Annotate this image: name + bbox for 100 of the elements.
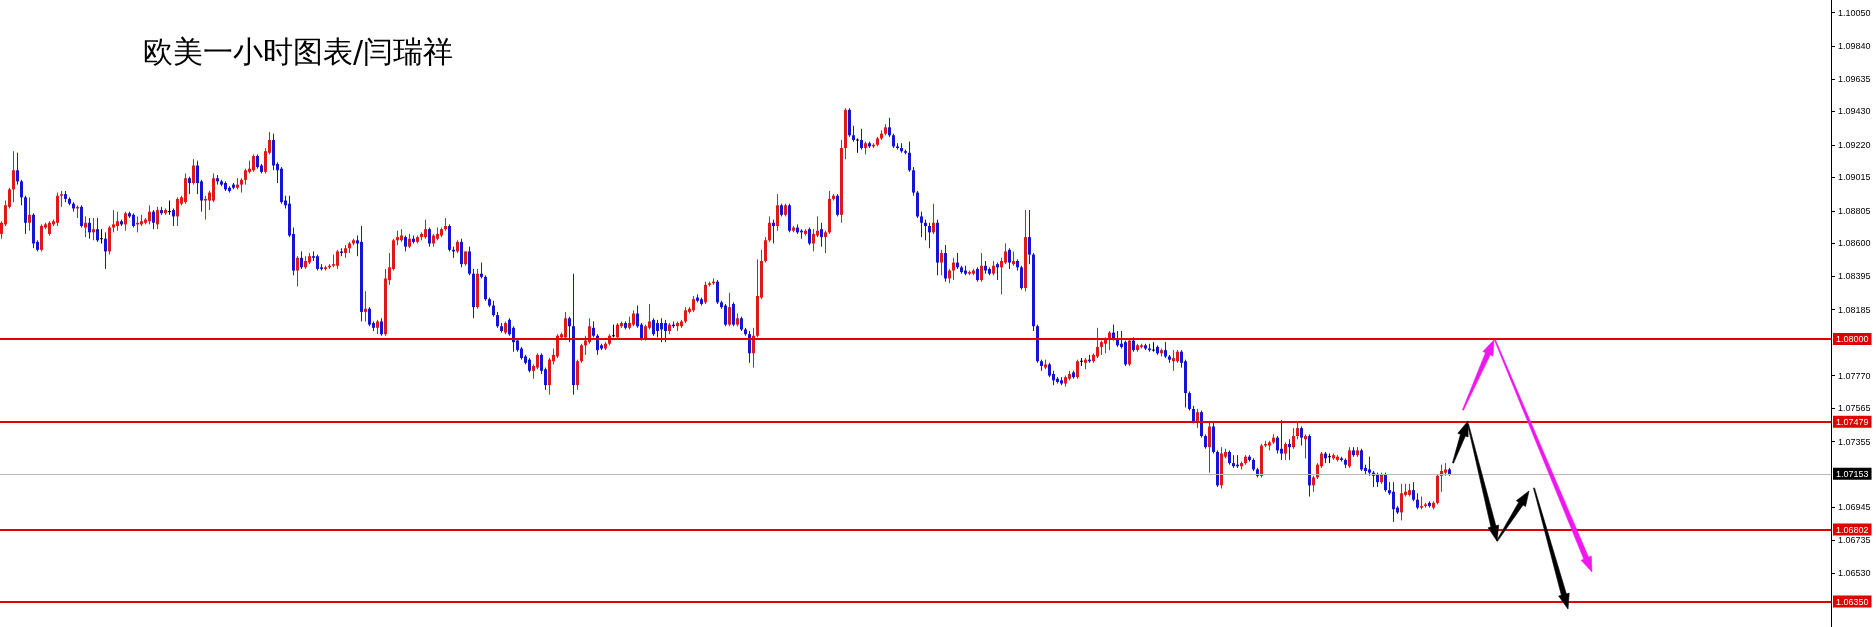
- candlestick: [212, 172, 215, 203]
- ref-line-label: 1.08000: [1836, 333, 1869, 344]
- candlestick: [364, 290, 367, 322]
- candlestick: [1412, 481, 1415, 502]
- candlestick: [148, 204, 151, 225]
- candlestick: [980, 252, 983, 283]
- candlestick: [704, 281, 707, 305]
- candlestick: [448, 223, 451, 252]
- candlestick: [856, 137, 859, 154]
- candlestick: [424, 219, 427, 240]
- candlestick: [860, 128, 863, 151]
- candlestick: [100, 228, 103, 244]
- candlestick: [1384, 472, 1387, 493]
- candlestick: [20, 179, 23, 206]
- candlestick: [156, 206, 159, 230]
- candlestick: [484, 274, 487, 302]
- candlestick: [1392, 481, 1395, 523]
- candlestick: [1008, 247, 1011, 270]
- candlestick: [92, 217, 95, 241]
- candlestick: [824, 230, 827, 254]
- candlestick: [1004, 242, 1007, 265]
- candlestick: [768, 215, 771, 243]
- y-tick-label: 1.09635: [1838, 73, 1871, 84]
- candlestick: [12, 150, 15, 203]
- candlestick: [940, 249, 943, 276]
- text: 欧美一小时图表/闫瑞祥: [143, 33, 454, 69]
- candlestick: [1304, 433, 1307, 459]
- candlestick: [1096, 327, 1099, 359]
- candlestick: [580, 343, 583, 364]
- candlestick: [820, 222, 823, 248]
- candlestick: [1028, 209, 1031, 265]
- candlestick: [1360, 448, 1363, 472]
- y-tick-label: 1.08395: [1838, 271, 1871, 282]
- y-tick-label: 1.08600: [1838, 238, 1871, 249]
- candlestick: [16, 152, 19, 186]
- candlestick: [912, 166, 915, 197]
- candlestick: [152, 209, 155, 230]
- candlestick: [1200, 410, 1203, 439]
- candlestick: [564, 311, 567, 340]
- candlestick: [1208, 421, 1211, 474]
- candlestick: [1076, 359, 1079, 380]
- candlestick: [724, 303, 727, 327]
- candlestick: [1124, 340, 1127, 367]
- candlestick: [168, 200, 171, 216]
- candlestick: [908, 141, 911, 173]
- candlestick: [296, 255, 299, 287]
- candlestick: [764, 236, 767, 264]
- y-tick-label: 1.07770: [1838, 370, 1871, 381]
- candlestick: [916, 190, 919, 219]
- candlestick: [888, 117, 891, 138]
- candlestick: [776, 193, 779, 232]
- ref-line-label: 1.07153: [1836, 468, 1869, 479]
- candlestick: [460, 238, 463, 268]
- candlestick: [192, 158, 195, 186]
- candlestick: [772, 219, 775, 244]
- candlestick: [116, 211, 119, 232]
- candlestick: [112, 209, 115, 233]
- candlestick: [96, 217, 99, 243]
- candlestick: [124, 211, 127, 232]
- candlestick: [1400, 483, 1403, 521]
- candlestick: [1020, 265, 1023, 291]
- candlestick: [40, 223, 43, 252]
- candlestick: [660, 317, 663, 343]
- candlestick: [368, 306, 371, 327]
- candlestick: [664, 319, 667, 343]
- candlestick: [1188, 390, 1191, 412]
- y-tick-label: 1.07355: [1838, 436, 1871, 447]
- candlestick: [1128, 338, 1131, 367]
- candlestick: [732, 301, 735, 327]
- candlestick: [204, 195, 207, 221]
- ref-line-label: 1.06802: [1836, 524, 1869, 535]
- y-tick-label: 1.08185: [1838, 304, 1871, 315]
- y-tick-label: 1.10050: [1838, 7, 1871, 18]
- y-tick-label: 1.09015: [1838, 172, 1871, 183]
- candlestick: [1152, 341, 1155, 353]
- candlestick: [928, 222, 931, 249]
- candlestick: [1196, 408, 1199, 429]
- candlestick: [812, 228, 815, 252]
- candlestick: [104, 231, 107, 270]
- candlestick: [924, 219, 927, 241]
- candlestick: [836, 193, 839, 217]
- candlestick: [1300, 425, 1303, 447]
- candlestick: [468, 246, 471, 276]
- candlestick: [1348, 446, 1351, 469]
- candlestick: [1172, 349, 1175, 372]
- candlestick: [1292, 427, 1295, 450]
- candlestick: [108, 225, 111, 256]
- y-tick-label: 1.09220: [1838, 139, 1871, 150]
- candlestick: [84, 215, 87, 238]
- candlestick: [336, 249, 339, 270]
- candlestick: [88, 217, 91, 240]
- candlestick: [428, 227, 431, 248]
- candlestick: [1280, 419, 1283, 461]
- candlestick: [568, 316, 571, 343]
- candlestick: [932, 203, 935, 235]
- candlestick: [576, 359, 579, 391]
- ref-line-label: 1.07479: [1836, 416, 1869, 427]
- y-tick-label: 1.06945: [1838, 501, 1871, 512]
- candlestick: [184, 172, 187, 205]
- candlestick: [176, 196, 179, 227]
